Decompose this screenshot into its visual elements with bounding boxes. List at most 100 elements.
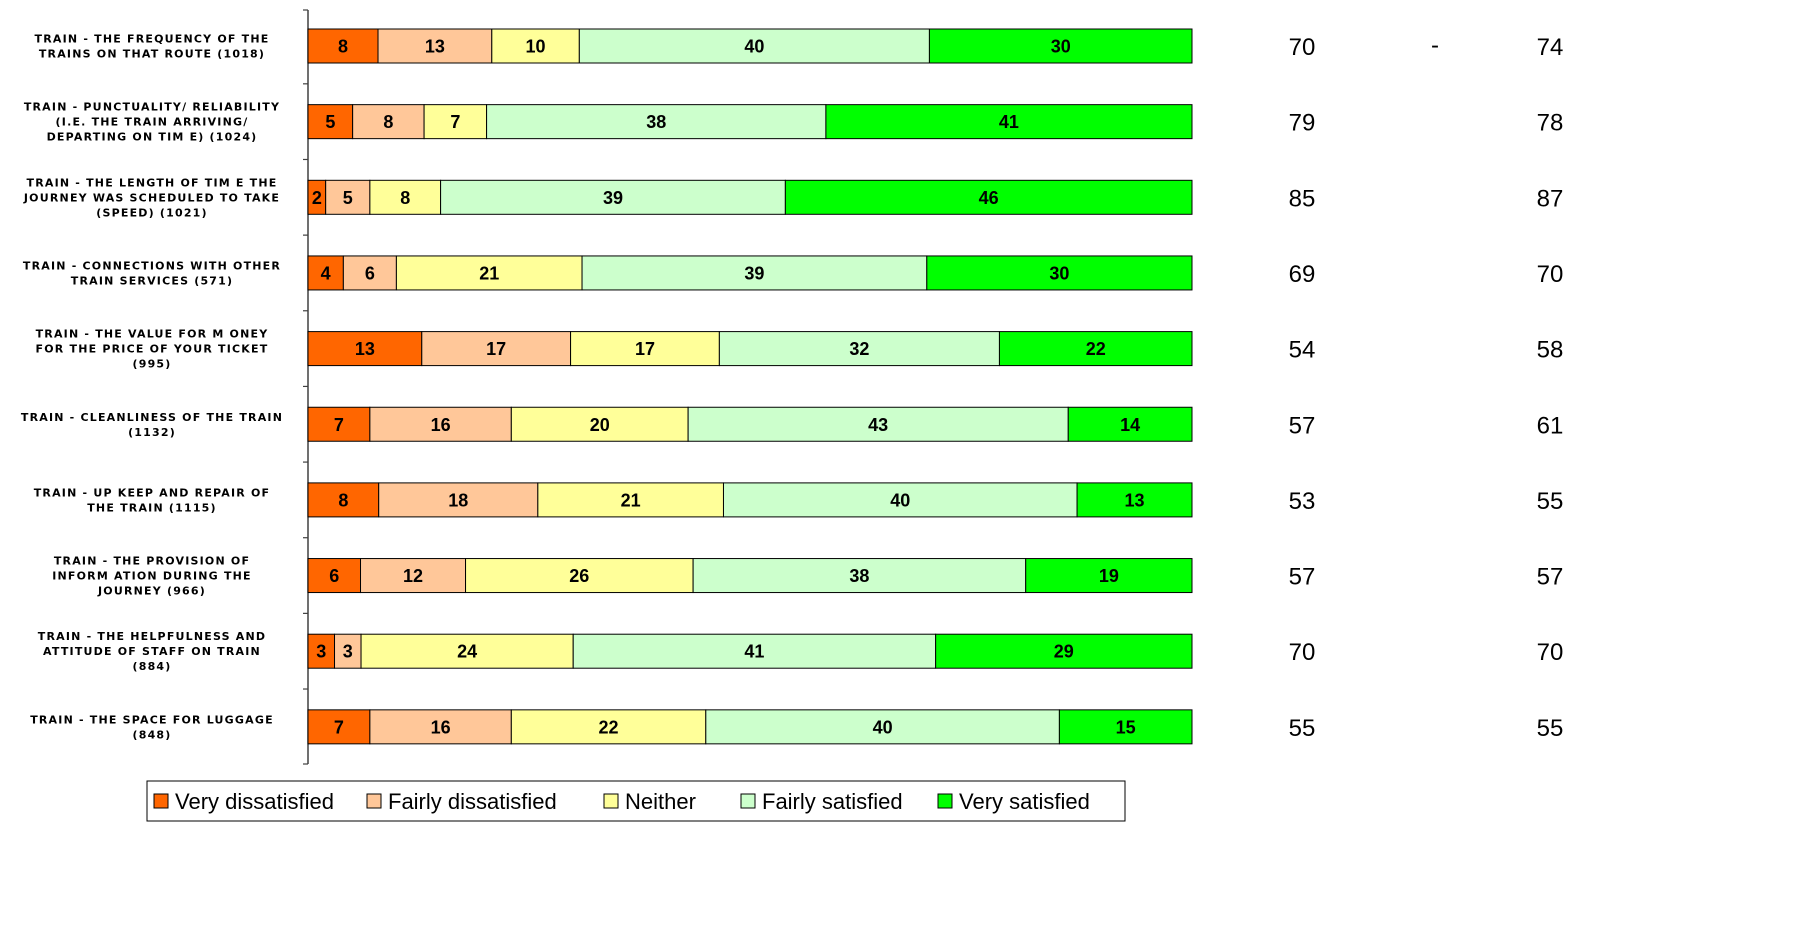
bar-value-label: 15 bbox=[1116, 717, 1136, 737]
bar-value-label: 24 bbox=[457, 642, 477, 662]
legend-label: Very satisfied bbox=[959, 789, 1090, 814]
bar-value-label: 4 bbox=[321, 263, 331, 283]
bar-value-label: 3 bbox=[316, 642, 326, 662]
bar-value-label: 7 bbox=[334, 415, 344, 435]
category-label: TRAIN - THE VALUE FOR M ONEY FOR THE PRIC… bbox=[36, 328, 269, 371]
category-label-line: (SPEED) (1021) bbox=[96, 206, 208, 219]
bar-segment bbox=[705, 709, 1060, 745]
bar-value-label: 26 bbox=[569, 566, 589, 586]
bar-value-label: 13 bbox=[425, 37, 445, 57]
bar-value-label: 30 bbox=[1051, 37, 1071, 57]
bar-segment bbox=[334, 633, 362, 669]
category-label-line: TRAIN - PUNCTUALITY/ RELIABILITY bbox=[24, 101, 280, 114]
category-label: TRAIN - CLEANLINESS OF THE TRAIN (1132) bbox=[21, 411, 283, 439]
bar-value-label: 20 bbox=[590, 415, 610, 435]
category-label: TRAIN - THE FREQUENCY OF THE TRAINS ON TH… bbox=[35, 33, 270, 61]
bar-value-label: 39 bbox=[603, 188, 623, 208]
legend-swatch bbox=[366, 793, 382, 809]
category-label-line: THE TRAIN (1115) bbox=[87, 501, 217, 514]
bar-segment bbox=[377, 28, 493, 64]
bar-value-label: 22 bbox=[599, 717, 619, 737]
bar-value-label: 17 bbox=[486, 339, 506, 359]
side-value-1: 69 bbox=[1289, 261, 1316, 288]
legend-swatch bbox=[153, 793, 169, 809]
bar-value-label: 21 bbox=[479, 263, 499, 283]
bar-segment bbox=[307, 709, 371, 745]
side-value-2: 58 bbox=[1537, 337, 1564, 364]
side-value-2: 55 bbox=[1537, 715, 1564, 742]
category-label-line: JOURNEY (966) bbox=[97, 585, 206, 598]
bar-segment bbox=[998, 331, 1193, 367]
bar-segment bbox=[360, 633, 574, 669]
bar-value-label: 5 bbox=[343, 188, 353, 208]
bar-value-label: 8 bbox=[383, 112, 393, 132]
bar-row: 3 3 24 41 29 bbox=[307, 633, 1193, 669]
side-value-2: 57 bbox=[1537, 564, 1564, 591]
side-value-2: 87 bbox=[1537, 185, 1564, 212]
bar-segment bbox=[928, 28, 1193, 64]
category-axis bbox=[303, 9, 309, 765]
side-value-2: 61 bbox=[1537, 412, 1564, 439]
bar-segment bbox=[537, 482, 724, 518]
category-label-line: TRAINS ON THAT ROUTE (1018) bbox=[39, 48, 265, 61]
bar-value-label: 21 bbox=[621, 490, 641, 510]
bar-segment bbox=[581, 255, 928, 291]
category-label: TRAIN - THE HELPFULNESS AND ATTITUDE OF S… bbox=[38, 630, 266, 673]
bar-row: 13 17 17 32 22 bbox=[307, 331, 1193, 367]
bar-segment bbox=[395, 255, 583, 291]
side-value-2: 74 bbox=[1537, 34, 1564, 61]
bar-row: 8 13 10 40 30 bbox=[307, 28, 1193, 64]
bar-row: 8 18 21 40 13 bbox=[307, 482, 1193, 518]
bar-segment bbox=[465, 558, 694, 594]
legend-label: Neither bbox=[625, 789, 696, 814]
category-label-line: INFORM ATION DURING THE bbox=[52, 570, 252, 583]
bar-value-label: 41 bbox=[999, 112, 1019, 132]
bar-segment bbox=[440, 179, 786, 215]
bar-value-label: 13 bbox=[1125, 490, 1145, 510]
bar-value-label: 39 bbox=[744, 263, 764, 283]
bar-segment bbox=[491, 28, 580, 64]
side-value-2: 70 bbox=[1537, 639, 1564, 666]
bar-value-label: 8 bbox=[338, 37, 348, 57]
bar-segment bbox=[692, 558, 1027, 594]
bar-segment bbox=[578, 28, 930, 64]
side-value-1: 85 bbox=[1289, 185, 1316, 212]
bar-segment bbox=[307, 104, 354, 140]
category-label: TRAIN - THE PROVISION OF INFORM ATION DUR… bbox=[52, 555, 252, 598]
bar-value-label: 8 bbox=[400, 188, 410, 208]
category-label-line: TRAIN - THE HELPFULNESS AND bbox=[38, 630, 266, 643]
bar-value-label: 38 bbox=[646, 112, 666, 132]
category-label-line: (884) bbox=[132, 660, 171, 673]
side-value-1: 54 bbox=[1289, 337, 1316, 364]
bar-segment bbox=[510, 709, 707, 745]
bar-value-label: 29 bbox=[1054, 642, 1074, 662]
bar-segment bbox=[784, 179, 1193, 215]
bar-value-label: 18 bbox=[448, 490, 468, 510]
bar-segment bbox=[572, 633, 937, 669]
bar-value-label: 8 bbox=[338, 490, 348, 510]
legend-swatch bbox=[937, 793, 953, 809]
category-label-line: TRAIN - CONNECTIONS WITH OTHER bbox=[23, 259, 281, 272]
side-value-2: 55 bbox=[1537, 488, 1564, 515]
category-label-line: TRAIN - THE VALUE FOR M ONEY bbox=[36, 328, 269, 341]
bar-segment bbox=[352, 104, 425, 140]
legend-swatch bbox=[740, 793, 756, 809]
category-label-line: TRAIN - THE SPACE FOR LUGGAGE bbox=[30, 713, 274, 726]
category-label: TRAIN - THE SPACE FOR LUGGAGE (848) bbox=[30, 713, 274, 741]
bar-segment bbox=[935, 633, 1193, 669]
category-label-line: JOURNEY WAS SCHEDULED TO TAKE bbox=[23, 191, 280, 204]
bar-row: 5 8 7 38 41 bbox=[307, 104, 1193, 140]
bar-segment bbox=[307, 482, 380, 518]
side-value-1: 70 bbox=[1289, 639, 1316, 666]
bar-segment bbox=[360, 558, 467, 594]
bar-value-label: 5 bbox=[325, 112, 335, 132]
bar-segment bbox=[1025, 558, 1193, 594]
legend-label: Very dissatisfied bbox=[175, 789, 334, 814]
bar-segment bbox=[1076, 482, 1193, 518]
bar-value-label: 7 bbox=[450, 112, 460, 132]
bar-segment bbox=[307, 28, 379, 64]
bar-value-label: 10 bbox=[526, 37, 546, 57]
bar-value-label: 3 bbox=[343, 642, 353, 662]
bar-segment bbox=[307, 331, 423, 367]
category-label-line: (1132) bbox=[128, 426, 176, 439]
